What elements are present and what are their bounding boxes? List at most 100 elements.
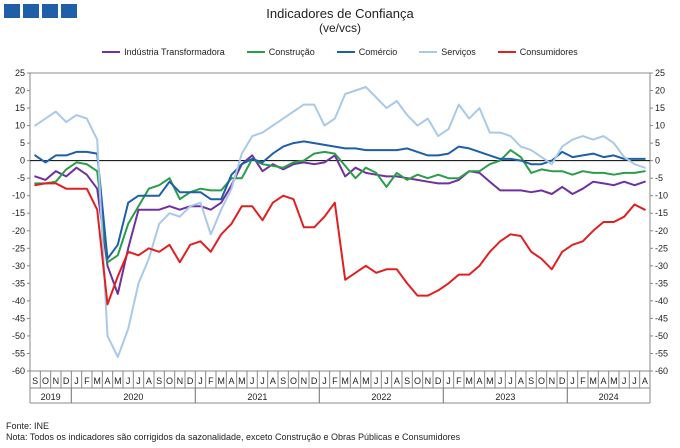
x-month-label: O xyxy=(166,376,173,386)
x-month-label: J xyxy=(508,376,513,386)
y-tick-label-left: 5 xyxy=(20,138,25,148)
series-line-comercio xyxy=(34,140,646,260)
legend-swatch xyxy=(497,51,516,53)
footer-source: Fonte: INE xyxy=(6,421,50,431)
y-tick-label-left: -55 xyxy=(12,348,25,358)
x-month-label: S xyxy=(32,376,38,386)
y-tick-label-right: -15 xyxy=(655,208,668,218)
x-month-label: J xyxy=(374,376,379,386)
y-tick-label-left: -25 xyxy=(12,243,25,253)
y-tick-label-right: -60 xyxy=(655,366,668,376)
x-month-label: F xyxy=(84,376,90,386)
x-month-label: J xyxy=(250,376,255,386)
x-month-label: A xyxy=(104,376,110,386)
y-tick-label-right: -50 xyxy=(655,331,668,341)
x-month-label: J xyxy=(632,376,637,386)
x-month-label: S xyxy=(404,376,410,386)
series-line-consumidores xyxy=(34,182,646,306)
y-tick-label-left: -45 xyxy=(12,313,25,323)
x-month-label: O xyxy=(538,376,545,386)
legend-label: Consumidores xyxy=(519,47,578,57)
x-month-label: F xyxy=(208,376,214,386)
y-tick-label-left: -15 xyxy=(12,208,25,218)
x-year-label: 2019 xyxy=(41,392,61,402)
x-month-label: F xyxy=(580,376,586,386)
x-month-label: D xyxy=(311,376,318,386)
x-month-label: N xyxy=(301,376,308,386)
y-tick-label-right: -10 xyxy=(655,191,668,201)
x-month-label: O xyxy=(414,376,421,386)
x-month-label: O xyxy=(42,376,49,386)
legend-item-comercio: Comércio xyxy=(336,47,398,57)
series-line-construcao xyxy=(34,149,646,264)
logo-block xyxy=(61,4,77,18)
x-month-label: A xyxy=(518,376,524,386)
x-month-label: J xyxy=(384,376,389,386)
chart-title: Indicadores de Confiança xyxy=(266,6,414,21)
x-month-label: J xyxy=(126,376,131,386)
y-tick-label-left: -40 xyxy=(12,296,25,306)
y-tick-label-left: 25 xyxy=(15,68,25,78)
y-tick-label-left: 10 xyxy=(15,121,25,131)
series-line-servicos xyxy=(34,86,646,358)
x-month-label: D xyxy=(63,376,70,386)
y-tick-label-right: -45 xyxy=(655,313,668,323)
y-tick-label-right: -20 xyxy=(655,226,668,236)
y-tick-label-right: -25 xyxy=(655,243,668,253)
x-month-label: M xyxy=(362,376,370,386)
x-month-label: A xyxy=(600,376,606,386)
x-month-label: S xyxy=(528,376,534,386)
x-month-label: A xyxy=(642,376,648,386)
x-month-label: J xyxy=(446,376,451,386)
x-month-label: A xyxy=(146,376,152,386)
x-month-label: N xyxy=(177,376,184,386)
x-month-label: M xyxy=(341,376,349,386)
x-month-label: D xyxy=(435,376,442,386)
x-month-label: J xyxy=(498,376,503,386)
x-month-label: A xyxy=(352,376,358,386)
logo-block xyxy=(4,4,20,18)
x-month-label: F xyxy=(456,376,462,386)
legend-item-construcao: Construção xyxy=(246,47,315,57)
x-month-label: D xyxy=(559,376,566,386)
x-month-label: A xyxy=(270,376,276,386)
y-tick-label-right: -55 xyxy=(655,348,668,358)
y-tick-label-left: -30 xyxy=(12,261,25,271)
x-month-label: N xyxy=(549,376,556,386)
y-tick-label-right: 0 xyxy=(655,156,660,166)
x-month-label: S xyxy=(156,376,162,386)
footer-note: Nota: Todos os indicadores são corrigido… xyxy=(6,432,461,442)
x-month-label: D xyxy=(187,376,194,386)
x-month-label: F xyxy=(332,376,338,386)
x-month-label: J xyxy=(260,376,265,386)
legend-label: Construção xyxy=(268,47,315,57)
x-year-label: 2022 xyxy=(371,392,391,402)
x-month-label: J xyxy=(322,376,327,386)
x-month-label: M xyxy=(93,376,101,386)
legend-item-consumidores: Consumidores xyxy=(497,47,578,57)
y-tick-label-right: -5 xyxy=(655,173,663,183)
x-year-label: 2021 xyxy=(247,392,267,402)
x-month-label: J xyxy=(198,376,203,386)
chart-subtitle: (ve/vcs) xyxy=(319,21,361,35)
x-month-label: M xyxy=(217,376,225,386)
x-month-label: M xyxy=(589,376,597,386)
legend-swatch xyxy=(419,51,438,53)
y-tick-label-right: 10 xyxy=(655,121,665,131)
x-month-label: O xyxy=(290,376,297,386)
x-month-label: N xyxy=(425,376,432,386)
x-month-label: N xyxy=(53,376,60,386)
series-line-industria-transformadora xyxy=(34,154,646,295)
x-month-label: M xyxy=(610,376,618,386)
x-month-label: J xyxy=(136,376,141,386)
y-tick-label-left: 20 xyxy=(15,86,25,96)
legend-item-industria: Indústria Transformadora xyxy=(102,47,225,57)
x-month-label: M xyxy=(465,376,473,386)
legend-label: Comércio xyxy=(358,47,398,57)
legend-item-servicos: Serviços xyxy=(419,47,476,57)
y-tick-label-right: 15 xyxy=(655,103,665,113)
chart-legend: Indústria Transformadora Construção Comé… xyxy=(0,47,680,57)
y-tick-label-right: 5 xyxy=(655,138,660,148)
y-tick-label-right: -35 xyxy=(655,278,668,288)
